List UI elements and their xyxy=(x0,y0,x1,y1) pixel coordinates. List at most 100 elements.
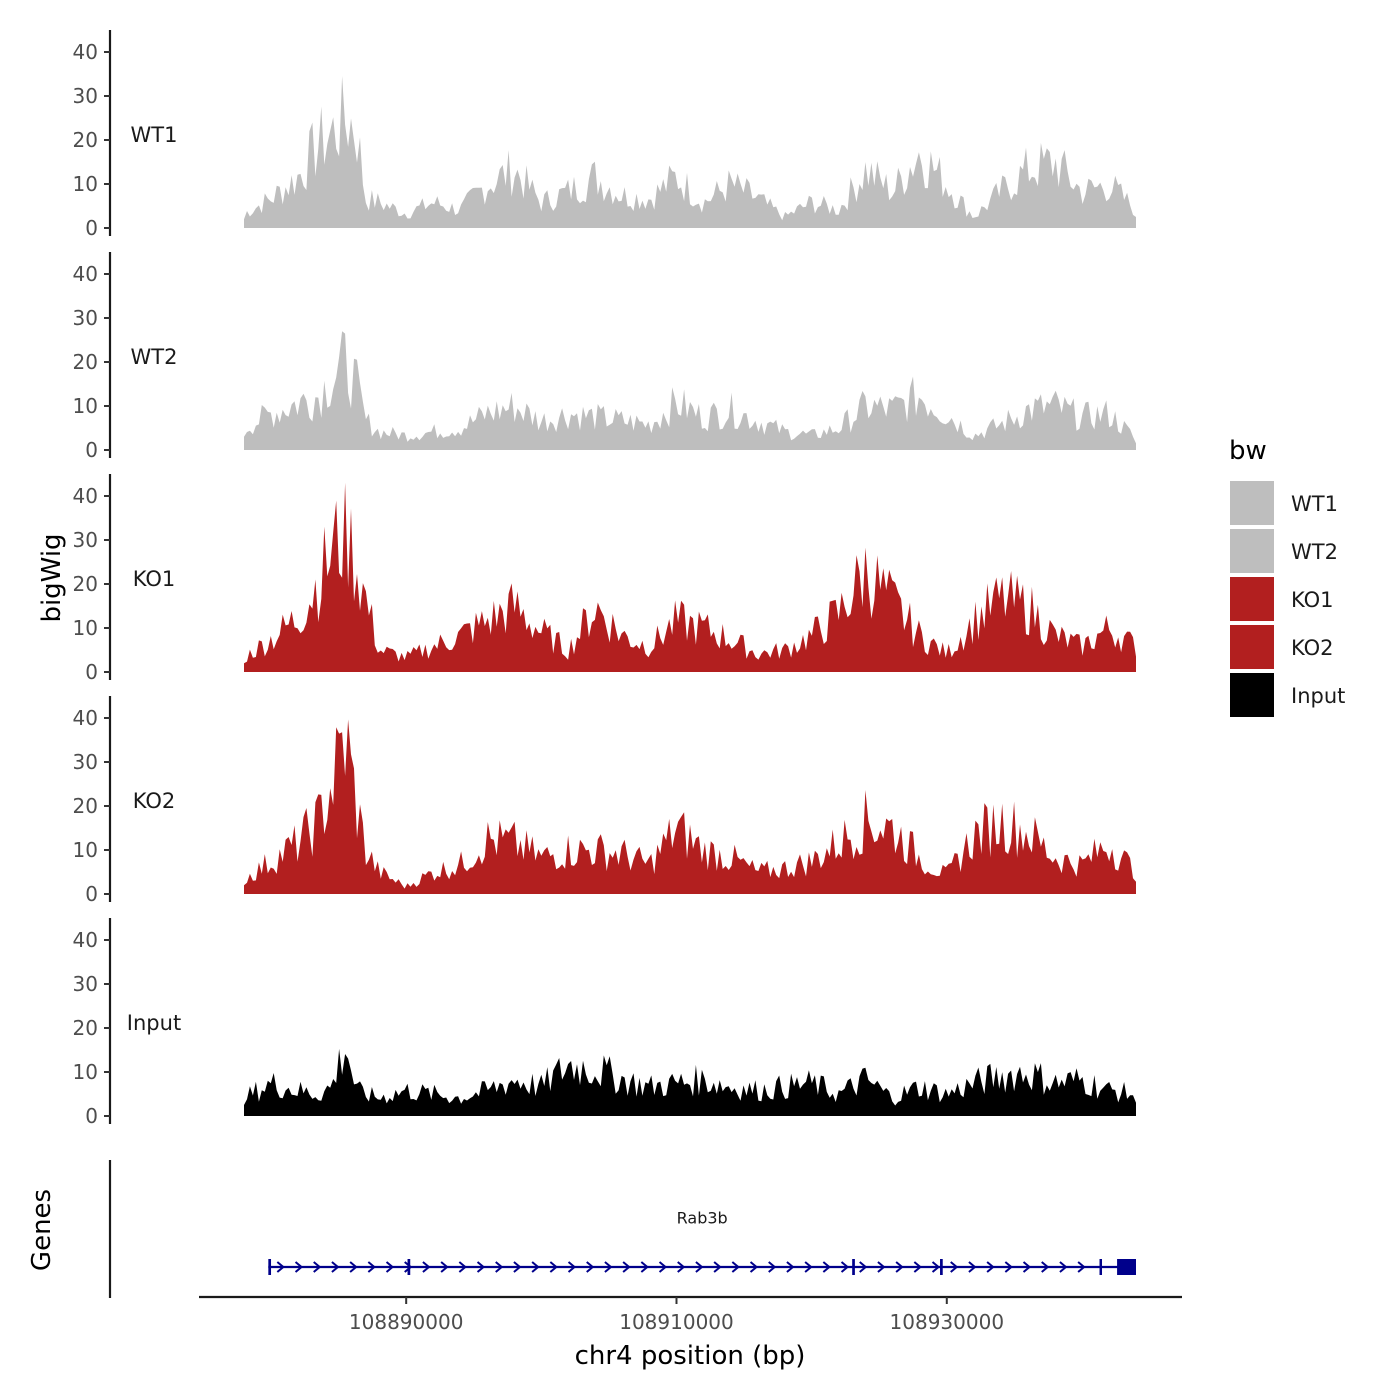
gene-track: Rab3b xyxy=(108,1160,1136,1298)
y-tick-label: 10 xyxy=(73,172,98,196)
strand-arrow xyxy=(567,1261,577,1273)
x-tick-label: 108910000 xyxy=(619,1310,734,1334)
y-tick-label: 40 xyxy=(73,40,98,64)
strand-arrow xyxy=(604,1261,613,1273)
strand-arrow xyxy=(895,1261,904,1273)
track-label-input: Input xyxy=(127,1011,181,1035)
strand-arrow xyxy=(804,1261,813,1273)
strand-arrow xyxy=(731,1261,740,1273)
y-tick-label: 40 xyxy=(73,484,98,508)
track-label-wt1: WT1 xyxy=(131,123,178,147)
gene-exon xyxy=(407,1259,411,1275)
strand-arrow xyxy=(786,1261,795,1273)
strand-arrow xyxy=(950,1261,959,1273)
strand-arrow xyxy=(622,1261,631,1273)
strand-arrow xyxy=(531,1261,540,1273)
strand-arrow xyxy=(367,1261,376,1273)
strand-arrow xyxy=(658,1261,668,1273)
legend-label-wt2: WT2 xyxy=(1291,540,1338,564)
strand-arrow xyxy=(313,1261,322,1273)
y-tick-label: 10 xyxy=(73,838,98,862)
y-tick-label: 0 xyxy=(85,660,98,684)
strand-arrow xyxy=(986,1261,995,1273)
y-tick-label: 30 xyxy=(73,750,98,774)
strand-arrow xyxy=(1022,1261,1032,1273)
coverage-area-input xyxy=(244,1048,1136,1116)
gene-exon xyxy=(268,1259,272,1275)
x-tick-label: 108930000 xyxy=(890,1310,1005,1334)
y-tick-label: 0 xyxy=(85,1104,98,1128)
strand-arrow xyxy=(1059,1261,1068,1273)
y-tick-label: 10 xyxy=(73,1060,98,1084)
strand-arrow xyxy=(513,1261,522,1273)
strand-arrow xyxy=(349,1261,358,1273)
legend-label-ko1: KO1 xyxy=(1291,588,1334,612)
strand-arrow xyxy=(877,1261,886,1273)
x-axis-title: chr4 position (bp) xyxy=(575,1341,806,1371)
y-tick-label: 20 xyxy=(73,128,98,152)
coverage-area-wt1 xyxy=(244,76,1136,228)
strand-arrow xyxy=(422,1261,431,1273)
strand-arrow xyxy=(549,1261,558,1273)
y-tick-label: 30 xyxy=(73,528,98,552)
strand-arrow xyxy=(1004,1261,1013,1273)
legend-label-input: Input xyxy=(1291,684,1345,708)
track-ko1: 0 10 20 30 40 KO1 xyxy=(73,474,1136,684)
strand-arrow xyxy=(713,1261,722,1273)
strand-arrow xyxy=(840,1261,850,1273)
gene-exon xyxy=(1117,1259,1136,1275)
y-tick-label: 10 xyxy=(73,616,98,640)
strand-arrow xyxy=(640,1261,649,1273)
strand-arrow xyxy=(749,1261,759,1273)
y-tick-label: 40 xyxy=(73,262,98,286)
strand-arrow xyxy=(913,1261,922,1273)
coverage-tracks: 0 10 20 30 40 WT1 0 10 20 30 40 WT2 0 10 20 30 40 KO1 0 10 2… xyxy=(73,30,1136,1128)
y-tick-label: 30 xyxy=(73,972,98,996)
strand-arrow xyxy=(404,1261,413,1273)
track-label-wt2: WT2 xyxy=(131,345,178,369)
legend-swatch-wt2 xyxy=(1228,527,1276,575)
track-wt2: 0 10 20 30 40 WT2 xyxy=(73,252,1136,462)
coverage-area-wt2 xyxy=(244,331,1136,450)
y-tick-label: 30 xyxy=(73,84,98,108)
y-tick-label: 0 xyxy=(85,216,98,240)
gene-exon xyxy=(940,1259,943,1275)
y-tick-label: 40 xyxy=(73,928,98,952)
strand-arrow xyxy=(1077,1261,1086,1273)
strand-arrow xyxy=(586,1261,595,1273)
legend-items: WT1 WT2 KO1 KO2 Input xyxy=(1228,479,1345,719)
strand-arrow xyxy=(440,1261,449,1273)
legend-title: bw xyxy=(1229,436,1267,466)
legend-label-wt1: WT1 xyxy=(1291,492,1338,516)
gene-exon xyxy=(1099,1259,1103,1275)
track-wt1: 0 10 20 30 40 WT1 xyxy=(73,30,1136,240)
y-tick-label: 20 xyxy=(73,350,98,374)
y-tick-label: 10 xyxy=(73,394,98,418)
y-tick-label: 20 xyxy=(73,572,98,596)
strand-arrow xyxy=(385,1261,395,1273)
track-label-ko2: KO2 xyxy=(133,789,176,813)
strand-arrow xyxy=(859,1261,868,1273)
strand-arrow xyxy=(822,1261,831,1273)
y-tick-label: 20 xyxy=(73,794,98,818)
x-axis: 108890000 108910000 108930000 xyxy=(199,1295,1182,1334)
track-ko2: 0 10 20 30 40 KO2 xyxy=(73,696,1136,906)
y-tick-label: 40 xyxy=(73,706,98,730)
coverage-area-ko1 xyxy=(244,482,1136,672)
strand-arrow xyxy=(331,1261,340,1273)
strand-arrow xyxy=(695,1261,704,1273)
track-label-ko1: KO1 xyxy=(133,567,176,591)
strand-arrow xyxy=(495,1261,504,1273)
strand-arrow xyxy=(768,1261,777,1273)
legend-swatch-input xyxy=(1228,671,1276,719)
strand-arrow xyxy=(294,1261,304,1273)
legend-swatch-wt1 xyxy=(1228,479,1276,527)
y-tick-label: 0 xyxy=(85,438,98,462)
strand-arrow xyxy=(677,1261,686,1273)
legend: bw WT1 WT2 KO1 KO2 Input xyxy=(1228,436,1345,719)
gene-exon xyxy=(852,1259,855,1275)
y-tick-label: 0 xyxy=(85,882,98,906)
y-tick-label: 30 xyxy=(73,306,98,330)
y-axis-title: bigWig xyxy=(37,533,67,622)
